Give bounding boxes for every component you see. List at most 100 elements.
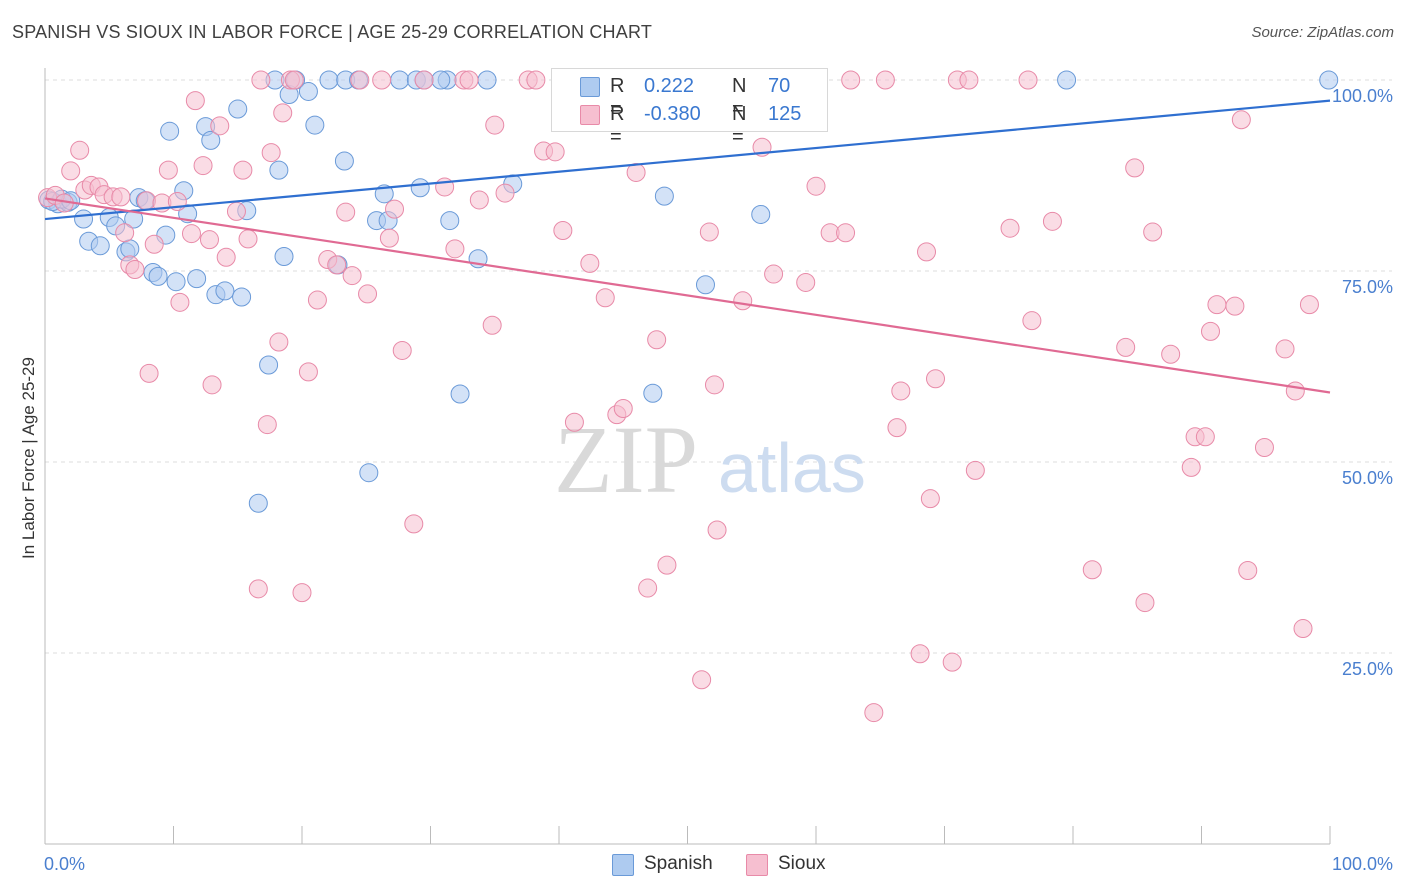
spanish-point [228, 99, 248, 119]
sioux-point [385, 199, 405, 219]
y-tick-label: 25.0% [1342, 659, 1393, 679]
sioux-point [269, 332, 289, 352]
sioux-point [1299, 295, 1319, 315]
sioux-point [350, 70, 370, 90]
sioux-point [292, 583, 312, 603]
sioux-point [1082, 560, 1102, 580]
spanish-point [440, 211, 460, 231]
sioux-legend-swatch [746, 854, 768, 876]
sioux-point [647, 330, 667, 350]
sioux-point [216, 247, 236, 267]
spanish-point [248, 493, 268, 513]
sioux-point [70, 140, 90, 160]
chart-source: Source: ZipAtlas.com [1251, 24, 1394, 41]
sioux-point [841, 70, 861, 90]
sioux-point [1143, 222, 1163, 242]
sioux-point [111, 187, 131, 207]
sioux-point [273, 103, 293, 123]
sioux-point [233, 160, 253, 180]
spanish-legend-swatch [612, 854, 634, 876]
sioux-point [469, 190, 489, 210]
sioux-point [959, 70, 979, 90]
sioux-point [553, 221, 573, 241]
r-label: R = [610, 103, 625, 148]
trend-lines [44, 99, 1331, 394]
x-tick-label: 100.0% [1332, 854, 1393, 874]
sioux-point [248, 579, 268, 599]
correlation-legend: R = 0.222 N = 70 R = -0.380 N = 125 [551, 68, 828, 148]
sioux-point [1018, 70, 1038, 90]
sioux-point [261, 143, 281, 163]
sioux-point [445, 239, 465, 259]
sioux-point [251, 70, 271, 90]
sioux-point [796, 272, 816, 292]
sioux-point [1285, 381, 1305, 401]
spanish-point [232, 287, 252, 307]
sioux-point [1293, 619, 1313, 639]
sioux-point [210, 116, 230, 136]
y-axis-label: In Labor Force | Age 25-29 [19, 357, 38, 559]
sioux-point [1195, 427, 1215, 447]
spanish-point [1057, 70, 1077, 90]
sioux-point [459, 70, 479, 90]
sioux-point [1225, 296, 1245, 316]
spanish-point [410, 178, 430, 198]
sioux-point [891, 381, 911, 401]
spanish-r-value: 0.222 [644, 75, 695, 97]
n-label: N = [732, 75, 747, 120]
tick-labels: 25.0% 50.0% 75.0% 100.0% 0.0% 100.0% [44, 86, 1393, 874]
sioux-point [1042, 211, 1062, 231]
spanish-point [359, 463, 379, 483]
sioux-point [965, 460, 985, 480]
sioux-r-value: -0.380 [644, 103, 701, 125]
sioux-point [920, 489, 940, 509]
spanish-point [274, 246, 294, 266]
sioux-point [707, 520, 727, 540]
sioux-point [699, 222, 719, 242]
sioux-point [199, 230, 219, 250]
sioux-point [139, 363, 159, 383]
spanish-point [298, 81, 318, 101]
sioux-point [626, 162, 646, 182]
sioux-point [185, 91, 205, 111]
r-label: R = [610, 75, 625, 120]
sioux-point [1181, 457, 1201, 477]
y-tick-label: 100.0% [1332, 86, 1393, 106]
sioux-point [170, 292, 190, 312]
sioux-trend-line [44, 197, 1331, 394]
sioux-point [545, 142, 565, 162]
spanish-trend-line [44, 99, 1331, 221]
sioux-point [638, 578, 658, 598]
sioux-point [1200, 321, 1220, 341]
sioux-point [181, 224, 201, 244]
sioux-point [657, 555, 677, 575]
spanish-point [654, 186, 674, 206]
sioux-point [238, 229, 258, 249]
spanish-point [269, 160, 289, 180]
spanish-point [148, 266, 168, 286]
sioux-point [526, 70, 546, 90]
spanish-point [334, 151, 354, 171]
sioux-legend-label: Sioux [778, 853, 826, 874]
spanish-point [90, 236, 110, 256]
spanish-point [1319, 70, 1339, 90]
sioux-point [733, 291, 753, 311]
spanish-swatch [580, 77, 600, 97]
sioux-point [595, 288, 615, 308]
sioux-point [1161, 344, 1181, 364]
sioux-point [226, 201, 246, 221]
sioux-point [580, 253, 600, 273]
spanish-legend-label: Spanish [644, 853, 713, 874]
sioux-point [704, 375, 724, 395]
sioux-point [1022, 311, 1042, 331]
spanish-point [390, 70, 410, 90]
sioux-point [414, 70, 434, 90]
spanish-point [374, 184, 394, 204]
sioux-point [864, 703, 884, 723]
spanish-point [751, 204, 771, 224]
spanish-point [450, 384, 470, 404]
sioux-point [193, 156, 213, 176]
spanish-point [166, 272, 186, 292]
sioux-point [404, 514, 424, 534]
sioux-point [1116, 337, 1136, 357]
